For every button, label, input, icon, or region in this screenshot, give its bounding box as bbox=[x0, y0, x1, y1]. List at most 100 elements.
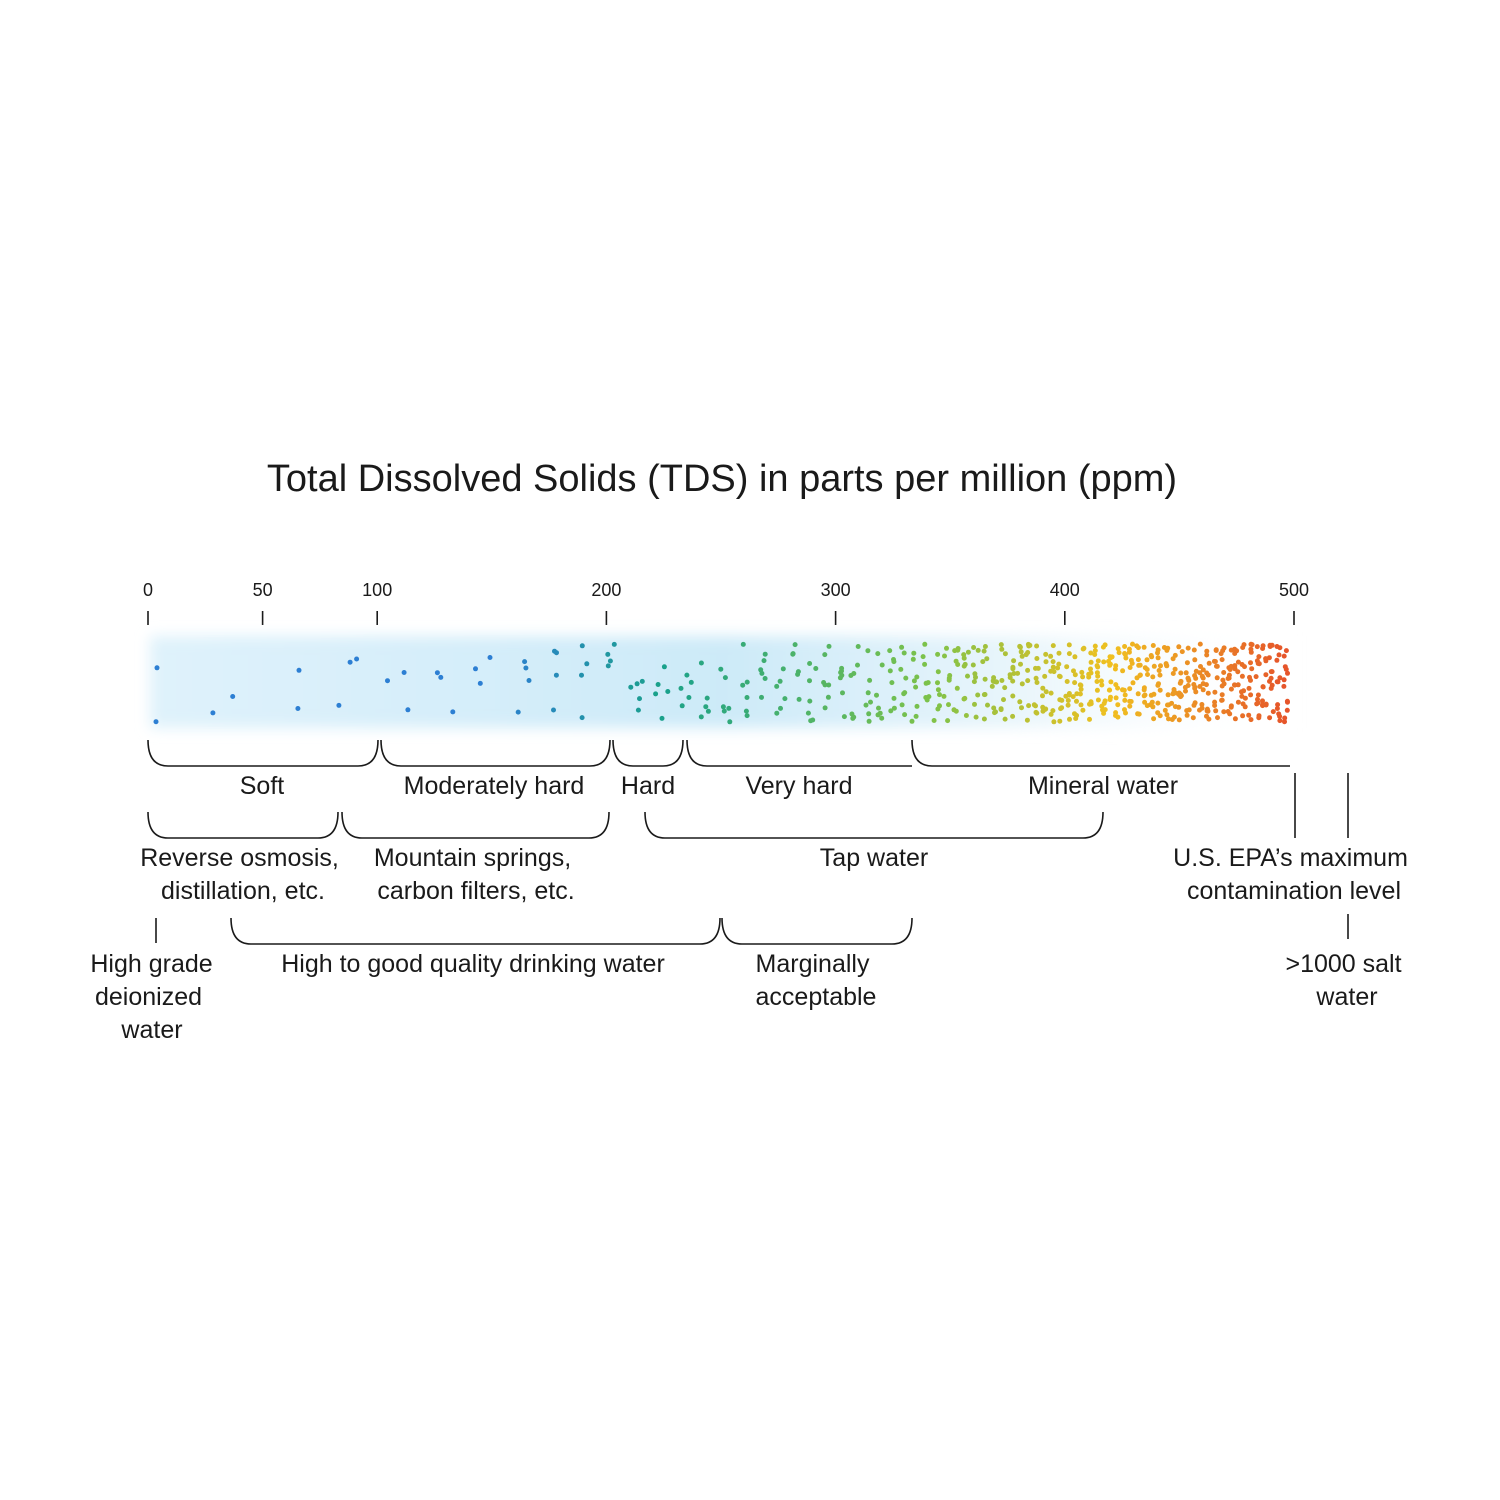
particle-dot bbox=[868, 699, 873, 705]
particle-dot bbox=[1148, 702, 1153, 708]
particle-dot bbox=[659, 715, 665, 721]
particle-dot bbox=[1127, 698, 1133, 704]
particle-dot bbox=[1155, 655, 1161, 661]
particle-dot bbox=[1136, 662, 1142, 668]
label-tap-water: Tap water bbox=[820, 844, 928, 872]
particle-dot bbox=[637, 696, 642, 702]
particle-dot bbox=[1199, 673, 1205, 679]
particle-dot bbox=[1122, 651, 1128, 656]
particle-dot bbox=[1055, 665, 1061, 671]
particle-dot bbox=[1040, 693, 1045, 699]
particle-dot bbox=[1169, 700, 1175, 706]
particle-dot bbox=[826, 643, 832, 649]
particle-dot bbox=[1197, 670, 1203, 676]
particle-dot bbox=[1002, 716, 1008, 722]
particle-dot bbox=[1098, 678, 1104, 684]
particle-dot bbox=[1072, 654, 1078, 660]
particle-dot bbox=[1019, 705, 1024, 711]
particle-dot bbox=[678, 685, 684, 691]
label-mountain-springs-line1: Mountain springs, bbox=[374, 844, 571, 872]
particle-dot bbox=[1176, 644, 1182, 650]
particle-dot bbox=[879, 662, 885, 668]
particle-dot bbox=[1094, 663, 1100, 669]
particle-dot bbox=[931, 718, 937, 723]
particle-dot bbox=[1136, 711, 1142, 717]
particle-dot bbox=[1193, 689, 1199, 695]
particle-dot bbox=[840, 690, 845, 696]
particle-dot bbox=[450, 709, 456, 715]
particle-dot bbox=[982, 676, 988, 682]
particle-dot bbox=[1042, 673, 1048, 679]
particle-dot bbox=[1158, 663, 1163, 669]
particle-dot bbox=[1130, 680, 1136, 686]
particle-dot bbox=[1149, 654, 1155, 660]
particle-dot bbox=[866, 711, 872, 717]
particle-dot bbox=[1017, 699, 1023, 705]
particle-dot bbox=[1183, 670, 1189, 676]
particle-dot bbox=[1178, 678, 1184, 684]
particle-dot bbox=[985, 702, 990, 708]
particle-dot bbox=[1010, 678, 1016, 684]
particle-dot bbox=[762, 651, 768, 657]
particle-dot bbox=[1007, 672, 1013, 678]
particle-dot bbox=[1077, 691, 1083, 697]
label-epa-line2: contamination level bbox=[1187, 877, 1401, 905]
particle-dot bbox=[913, 713, 919, 719]
particle-dot bbox=[807, 678, 812, 684]
particle-dot bbox=[1247, 674, 1252, 680]
particle-dot bbox=[1281, 683, 1287, 689]
particle-dot bbox=[891, 705, 897, 711]
particle-dot bbox=[1123, 710, 1128, 716]
particle-dot bbox=[913, 684, 919, 690]
particle-dot bbox=[1164, 647, 1170, 653]
particle-dot bbox=[1137, 672, 1143, 678]
particle-dot bbox=[1274, 706, 1280, 711]
particle-dot bbox=[655, 682, 661, 687]
very-hard-brace bbox=[686, 739, 912, 767]
particle-dot bbox=[1018, 649, 1024, 655]
particle-dot bbox=[1092, 648, 1098, 654]
particle-dot bbox=[774, 710, 780, 716]
particle-dot bbox=[1192, 657, 1198, 663]
particle-dot bbox=[1184, 708, 1190, 714]
particle-dot bbox=[605, 651, 611, 657]
particle-dot bbox=[1099, 703, 1105, 709]
particle-dot bbox=[1255, 661, 1261, 666]
particle-dot bbox=[1072, 672, 1078, 678]
particle-dot bbox=[522, 659, 528, 665]
particle-dot bbox=[1241, 688, 1247, 694]
particle-dot bbox=[1275, 702, 1281, 708]
particle-dot bbox=[354, 656, 360, 662]
particle-dot bbox=[1034, 680, 1040, 685]
particle-dot bbox=[1079, 669, 1085, 675]
particle-dot bbox=[1256, 713, 1262, 719]
particle-dot bbox=[1048, 690, 1054, 696]
particle-dot bbox=[1026, 703, 1032, 709]
particle-dot bbox=[1108, 694, 1113, 700]
particle-dot bbox=[1213, 647, 1219, 653]
particle-dot bbox=[1043, 651, 1049, 657]
particle-dot bbox=[1066, 691, 1072, 696]
particle-dot bbox=[1018, 661, 1023, 667]
particle-dot bbox=[1248, 692, 1254, 698]
particle-dot bbox=[1164, 663, 1170, 669]
particle-dot bbox=[1078, 686, 1084, 692]
particle-dot bbox=[962, 695, 968, 701]
particle-dot bbox=[887, 648, 893, 654]
particle-dot bbox=[1260, 684, 1266, 690]
particle-dot bbox=[1199, 705, 1205, 711]
particle-dot bbox=[953, 708, 959, 714]
particle-dot bbox=[971, 645, 977, 650]
particle-dot bbox=[1213, 708, 1219, 714]
particle-dot bbox=[1040, 685, 1046, 691]
particle-dot bbox=[1254, 644, 1260, 650]
particle-dot bbox=[1033, 675, 1039, 681]
particle-dot bbox=[1267, 715, 1273, 721]
tick-label-400: 400 bbox=[1050, 580, 1080, 600]
particle-dot bbox=[1164, 712, 1170, 718]
label-soft: Soft bbox=[240, 772, 285, 800]
particle-dot bbox=[1225, 676, 1231, 681]
particle-dot bbox=[401, 670, 407, 675]
particle-dot bbox=[653, 691, 659, 697]
